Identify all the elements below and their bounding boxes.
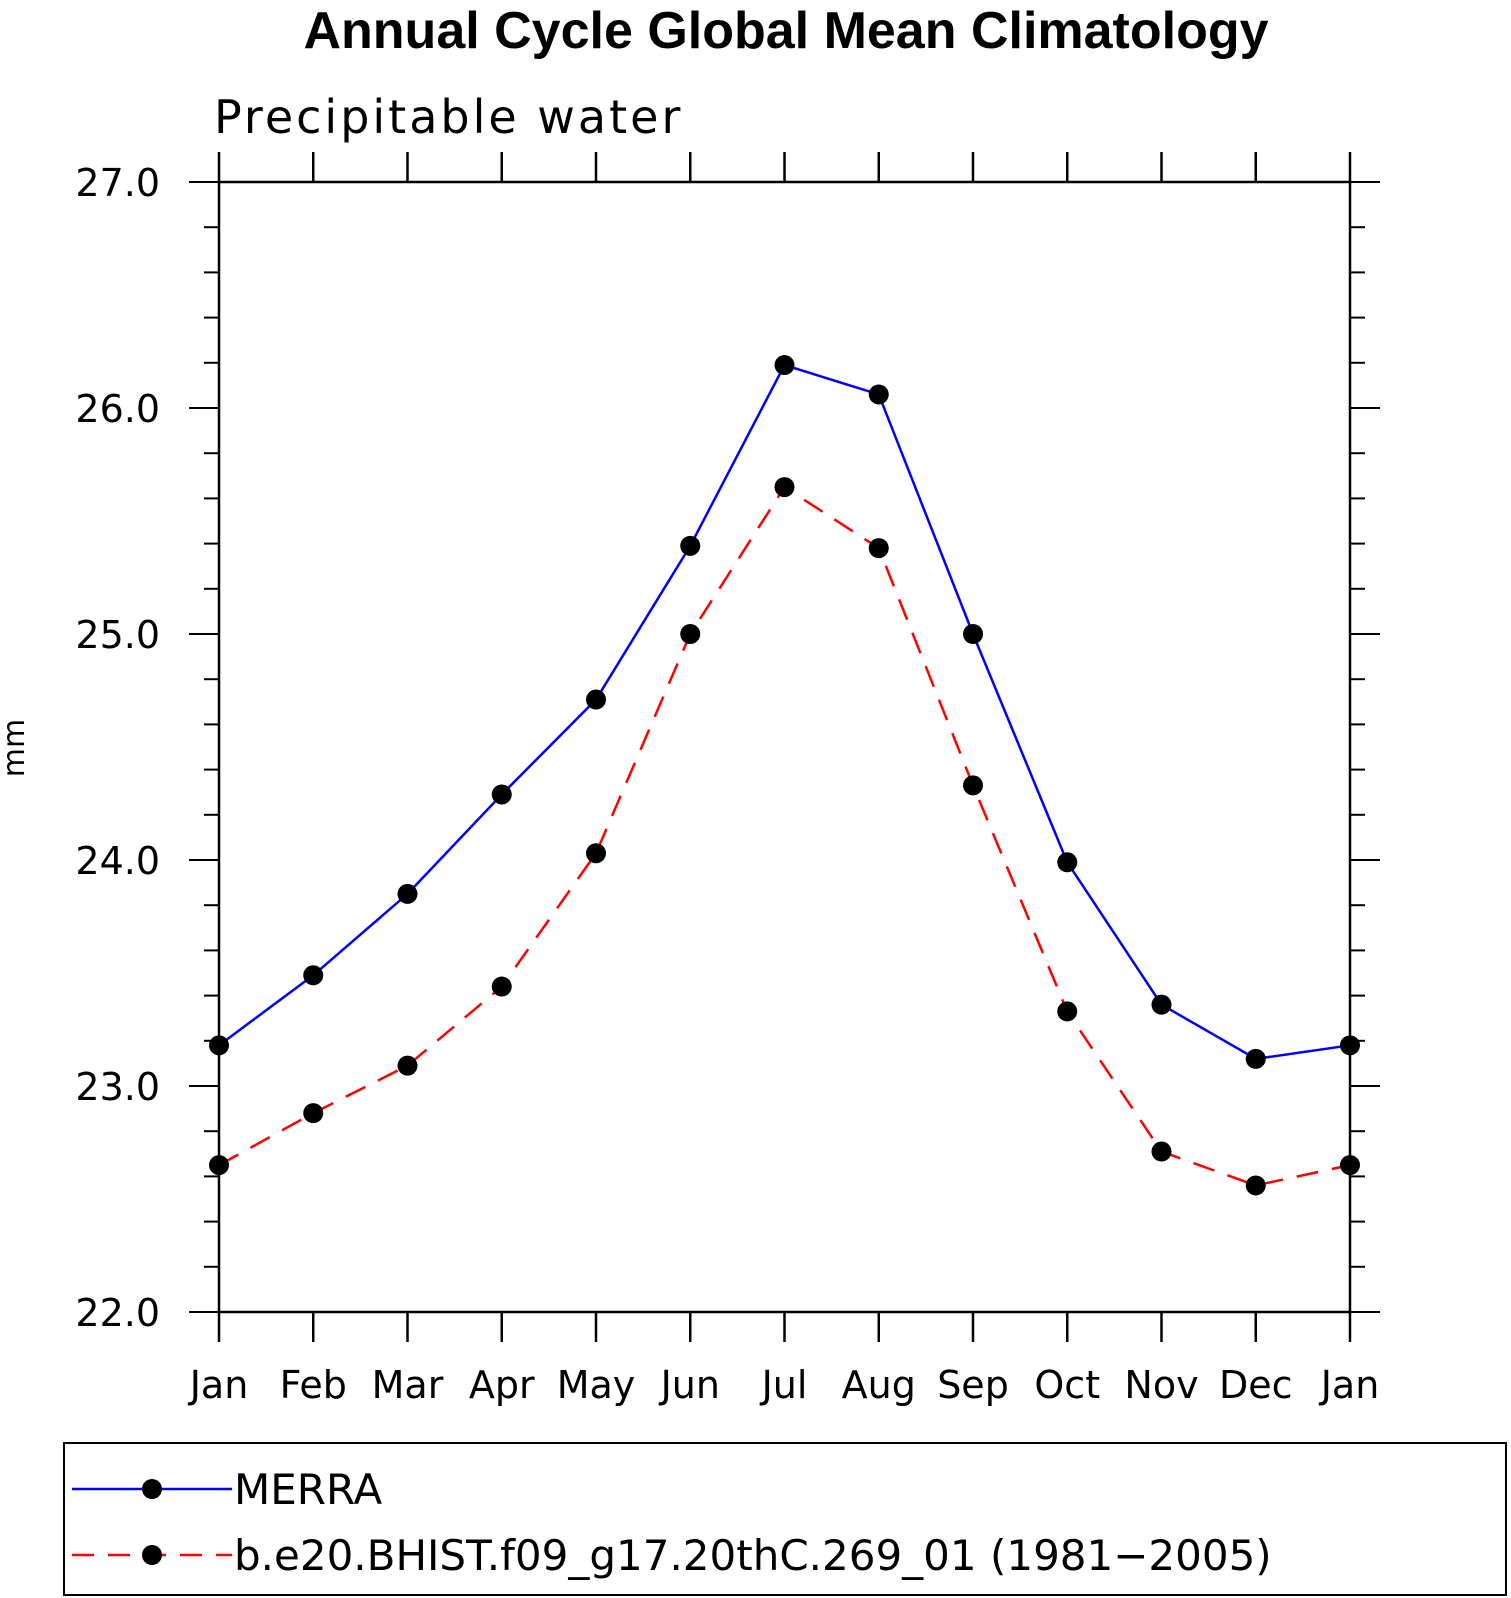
series-1-point bbox=[868, 384, 889, 405]
series-1-point bbox=[1057, 852, 1078, 873]
plot-frame bbox=[217, 180, 1352, 1314]
x-tick-label: Jul bbox=[760, 1363, 808, 1407]
x-tick-label: Dec bbox=[1219, 1363, 1293, 1407]
legend-marker-1 bbox=[142, 1479, 162, 1499]
series-1-point bbox=[491, 784, 512, 805]
series-2-point bbox=[397, 1055, 418, 1076]
x-tick-label: Jan bbox=[188, 1363, 249, 1407]
series-2-point bbox=[963, 775, 983, 796]
x-tick-label: Oct bbox=[1034, 1363, 1100, 1407]
x-tick-label: Nov bbox=[1124, 1363, 1198, 1407]
axes bbox=[217, 180, 1352, 1314]
series-1-point bbox=[397, 883, 418, 904]
series-1-point bbox=[963, 624, 983, 644]
legend-marker-2 bbox=[142, 1545, 162, 1565]
series-2-point bbox=[491, 976, 512, 997]
series-2-point bbox=[586, 843, 606, 864]
y-tick-label: 25.0 bbox=[75, 613, 160, 657]
series-1-point bbox=[1340, 1035, 1360, 1056]
series-2-point bbox=[303, 1103, 324, 1124]
x-tick-label: Sep bbox=[937, 1363, 1009, 1407]
x-tick-label: Apr bbox=[469, 1363, 535, 1407]
y-tick-label: 24.0 bbox=[75, 839, 160, 883]
legend-box bbox=[63, 1442, 1507, 1596]
y-tick-label: 27.0 bbox=[75, 161, 160, 205]
series-line-2 bbox=[218, 485, 1351, 1187]
y-tick-label: 23.0 bbox=[75, 1065, 160, 1109]
chart-subtitle: Precipitable water bbox=[214, 90, 683, 144]
series-1-point bbox=[209, 1035, 229, 1056]
x-tick-label: May bbox=[557, 1363, 636, 1407]
series-1-point bbox=[1245, 1048, 1266, 1069]
series-2-point bbox=[680, 624, 701, 644]
series-2-point bbox=[774, 477, 795, 498]
legend: MERRA b.e20.BHIST.f09_g17.20thC.269_01 (1… bbox=[63, 1442, 1507, 1596]
series-line-1 bbox=[218, 363, 1351, 1061]
legend-items: MERRA b.e20.BHIST.f09_g17.20thC.269_01 (1… bbox=[72, 1465, 1272, 1580]
series-2-point bbox=[1340, 1155, 1360, 1176]
x-tick-label: Jan bbox=[1319, 1363, 1380, 1407]
series-1-point bbox=[303, 965, 324, 986]
series-2-point bbox=[1151, 1141, 1172, 1162]
x-tick-label: Mar bbox=[372, 1363, 444, 1407]
y-ticks: 22.0 23.0 24.0 25.0 26.0 27.0 bbox=[75, 161, 1380, 1335]
legend-label-1: MERRA bbox=[234, 1465, 382, 1514]
series-layer bbox=[209, 355, 1360, 1196]
series-1-point bbox=[586, 689, 606, 710]
y-axis-label: mm bbox=[0, 719, 32, 777]
series-2-point bbox=[868, 538, 889, 559]
series-1-point bbox=[774, 355, 795, 376]
y-tick-label: 22.0 bbox=[75, 1291, 160, 1335]
legend-label-2: b.e20.BHIST.f09_g17.20thC.269_01 (1981−2… bbox=[234, 1531, 1272, 1580]
series-1-point bbox=[1151, 994, 1172, 1015]
series-2-point bbox=[1245, 1175, 1266, 1196]
x-tick-label: Feb bbox=[280, 1363, 347, 1407]
series-1-point bbox=[680, 535, 701, 556]
series-2-point bbox=[1057, 1001, 1078, 1022]
x-tick-label: Aug bbox=[842, 1363, 916, 1407]
chart-title: Annual Cycle Global Mean Climatology bbox=[303, 2, 1268, 60]
x-tick-label: Jun bbox=[659, 1363, 720, 1407]
y-tick-label: 26.0 bbox=[75, 387, 160, 431]
series-2-point bbox=[209, 1155, 229, 1176]
x-ticks: Jan Feb Mar Apr May Jun Jul Aug Sep Oct Nov Dec Jan bbox=[188, 152, 1380, 1407]
